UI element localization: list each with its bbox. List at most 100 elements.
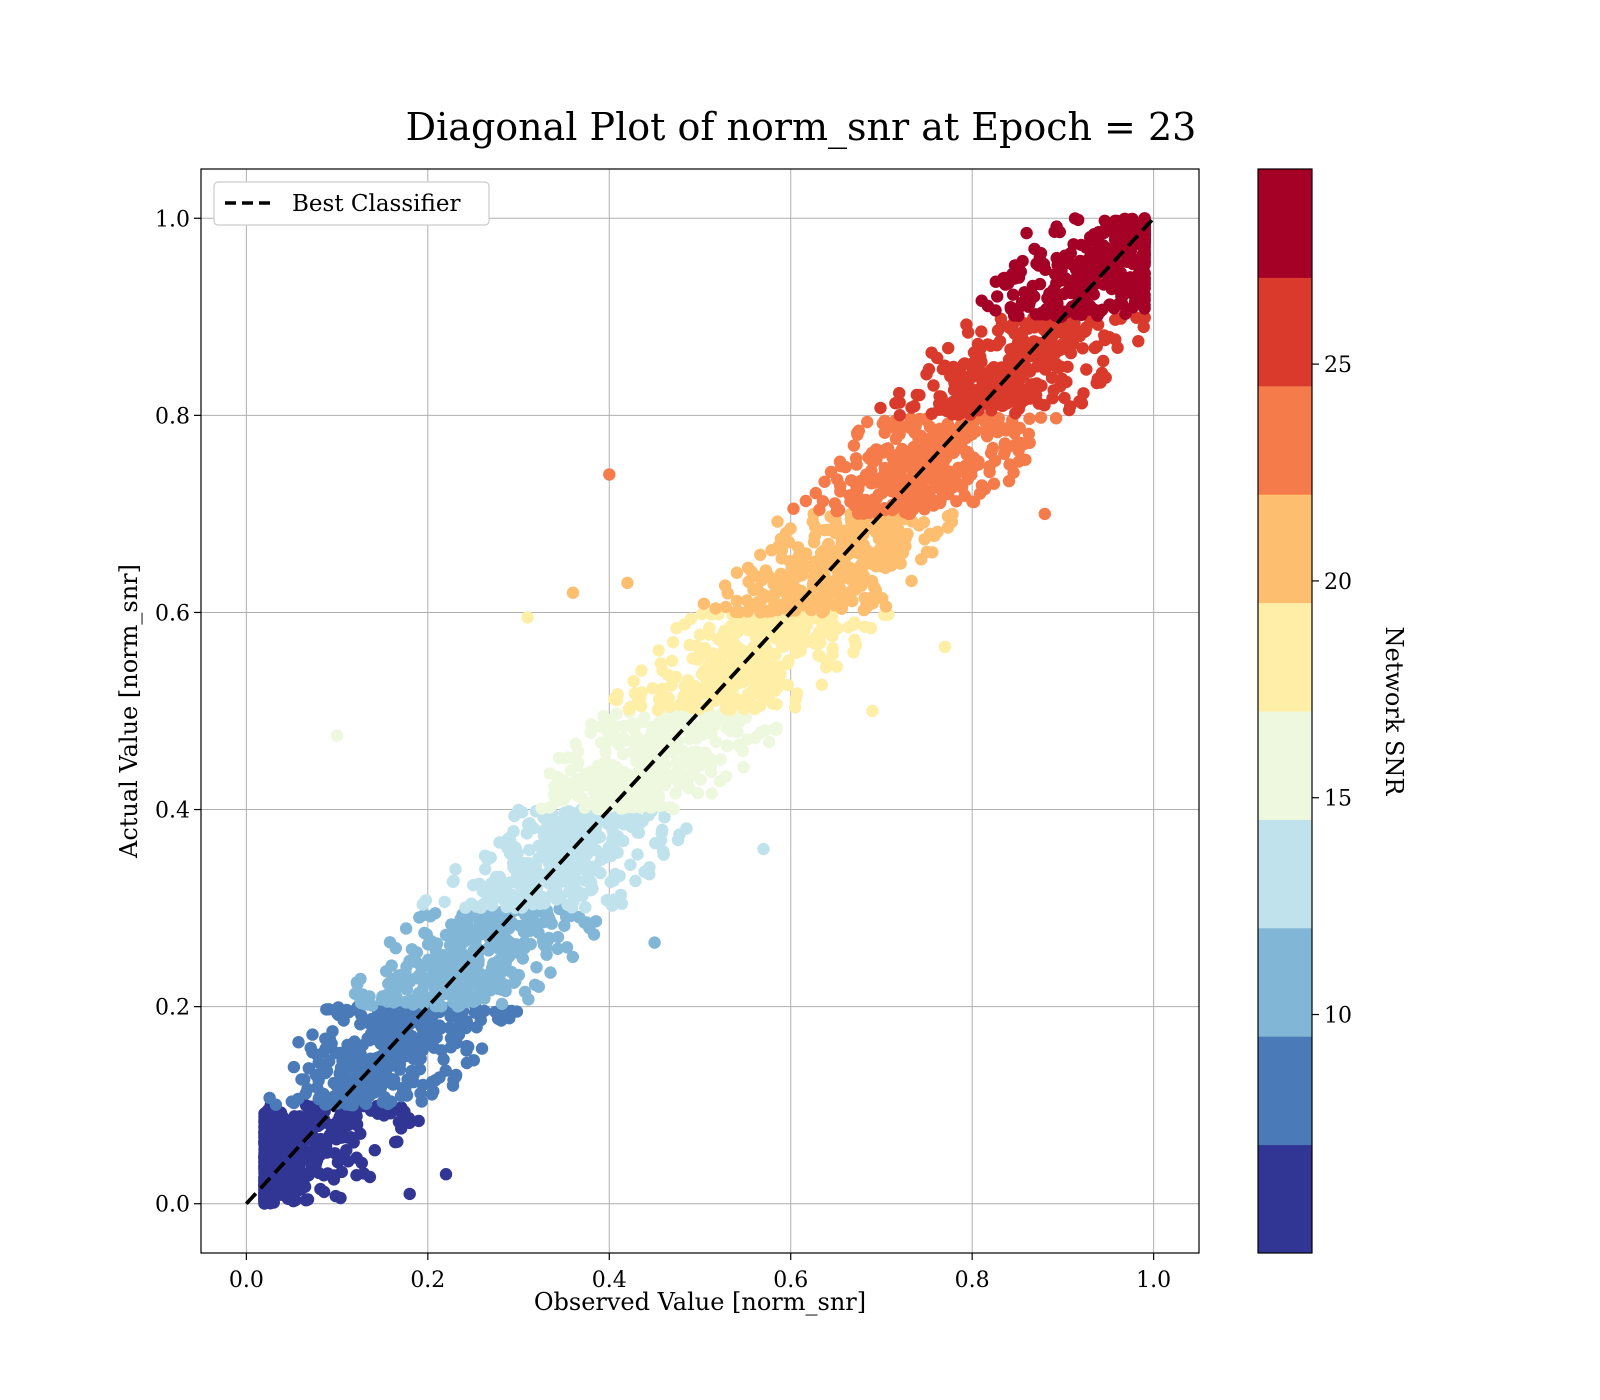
data-point	[663, 700, 676, 713]
data-point	[881, 442, 895, 455]
data-point	[771, 515, 784, 528]
colorbar-bin-6	[1258, 494, 1312, 604]
data-point	[1095, 366, 1109, 380]
data-point	[851, 426, 864, 440]
data-point	[319, 1032, 332, 1045]
data-point	[698, 664, 711, 677]
colorbar-bin-2	[1258, 927, 1312, 1037]
data-point	[952, 461, 965, 475]
data-point	[263, 1091, 276, 1105]
data-point	[399, 974, 412, 987]
data-point	[460, 1044, 473, 1057]
data-point	[883, 556, 896, 570]
data-point	[772, 675, 786, 688]
plot-frame	[200, 168, 1200, 1254]
outlier-point-9	[439, 1168, 453, 1181]
outlier-point-1	[330, 729, 344, 742]
data-point	[816, 606, 829, 619]
data-point	[438, 895, 451, 909]
data-point	[511, 805, 524, 818]
y-axis-ticks: 0.0 0.2 0.4 0.6 0.8 1.0	[155, 207, 201, 1218]
data-point	[656, 845, 670, 858]
data-point	[383, 936, 397, 949]
data-point	[1098, 329, 1111, 342]
data-point	[809, 555, 822, 568]
data-point	[558, 919, 571, 932]
data-point	[678, 680, 691, 693]
data-point	[824, 465, 838, 479]
data-point	[1065, 258, 1079, 271]
data-point	[902, 507, 916, 520]
data-point	[635, 780, 648, 793]
data-point	[627, 675, 640, 688]
data-point	[798, 562, 811, 575]
data-point	[646, 682, 659, 695]
data-point	[1032, 259, 1045, 272]
data-point	[926, 423, 939, 436]
x-tick-label-2: 0.4	[592, 1268, 627, 1293]
data-point	[917, 516, 931, 529]
data-point	[972, 392, 986, 405]
data-point	[905, 574, 918, 588]
point-band-7	[787, 409, 1063, 521]
data-point	[996, 385, 1010, 398]
data-point	[358, 1096, 372, 1109]
data-point	[362, 1016, 375, 1029]
data-point	[287, 1175, 301, 1188]
data-point	[302, 1169, 315, 1182]
data-point	[899, 531, 912, 545]
data-point	[830, 660, 843, 673]
plot-area: 0.0 0.2 0.4 0.6 0.8 1.0 0.0 0.2 0.4 0.6 0.8 1.0	[155, 168, 1200, 1293]
data-point	[858, 620, 871, 633]
data-point	[322, 1003, 336, 1016]
data-point	[874, 401, 887, 415]
data-point	[991, 290, 1004, 303]
data-point	[1008, 438, 1021, 452]
y-tick-label-4: 0.8	[155, 404, 190, 429]
data-point	[1022, 322, 1035, 335]
data-point	[356, 988, 369, 1001]
data-point	[489, 968, 503, 981]
data-point	[629, 874, 642, 888]
point-band-4	[535, 705, 783, 816]
data-point	[745, 565, 758, 579]
data-point	[1138, 288, 1151, 302]
data-point	[971, 337, 985, 351]
data-point	[694, 646, 707, 659]
data-point	[463, 994, 477, 1008]
data-point	[414, 1087, 427, 1100]
data-point	[1138, 237, 1151, 250]
data-point	[1084, 255, 1098, 268]
data-point	[1007, 309, 1021, 322]
data-point	[551, 783, 564, 796]
data-point	[502, 950, 516, 963]
data-point	[893, 386, 906, 400]
data-point	[1138, 212, 1151, 225]
outlier-point-4	[866, 704, 879, 718]
data-point	[570, 759, 584, 773]
data-point	[541, 817, 555, 830]
data-point	[1111, 214, 1124, 228]
data-point	[1022, 427, 1035, 441]
data-point	[837, 526, 850, 539]
data-point	[1023, 412, 1036, 425]
outlier-point-0	[603, 468, 616, 481]
data-point	[993, 335, 1007, 348]
y-tick-label-0: 0.0	[155, 1193, 190, 1218]
data-point	[644, 798, 657, 812]
data-point	[816, 495, 830, 508]
data-point	[787, 502, 800, 515]
data-point	[1073, 327, 1087, 341]
data-point	[857, 507, 870, 520]
colorbar-bins	[1258, 169, 1312, 1254]
x-tick-label-5: 1.0	[1136, 1268, 1171, 1293]
data-point	[624, 858, 637, 871]
data-point	[1049, 412, 1063, 425]
data-point	[693, 628, 707, 641]
data-point	[528, 866, 541, 880]
data-point	[460, 1056, 474, 1070]
data-point	[960, 318, 973, 331]
data-point	[891, 448, 904, 461]
data-point	[765, 544, 778, 557]
